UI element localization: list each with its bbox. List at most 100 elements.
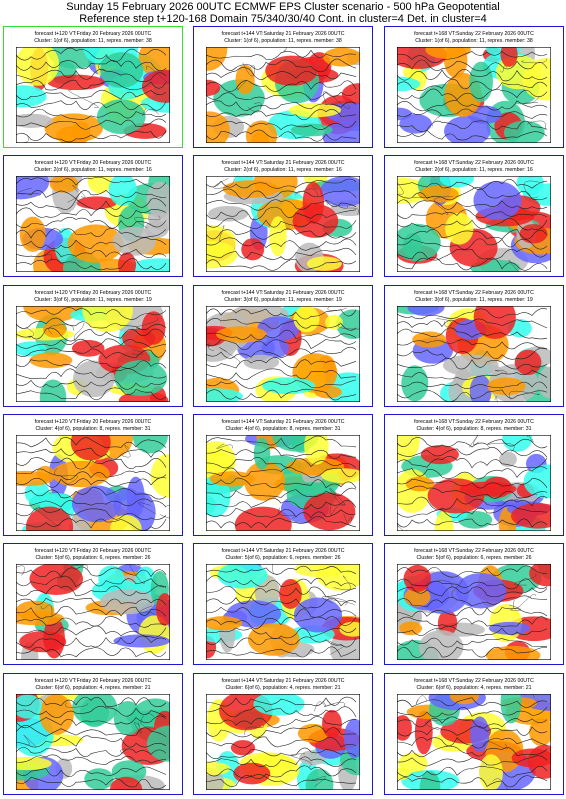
anomaly-area: [443, 354, 499, 377]
anomaly-area: [155, 593, 170, 626]
contour-line: [397, 616, 548, 627]
contour-line: [397, 187, 548, 201]
map-layer: [16, 694, 170, 790]
anomaly-area: [233, 762, 271, 785]
contour-line: [206, 747, 357, 760]
contour-line: [397, 129, 548, 141]
contour-line: [16, 487, 167, 500]
coastline: [134, 215, 161, 229]
contour-line: [397, 565, 548, 578]
coastline: [131, 348, 144, 355]
contour-line: [16, 207, 167, 219]
coastline: [527, 435, 534, 443]
coastline: [527, 120, 546, 131]
contour-line: [206, 596, 357, 609]
map: [206, 176, 360, 272]
contour-line: [397, 78, 548, 92]
contour-line: [16, 89, 167, 101]
map-layer: [16, 564, 170, 660]
map-panel: forecast t+120 VT:Friday 20 February 202…: [3, 285, 183, 407]
anomaly-area: [49, 176, 79, 193]
anomaly-area: [251, 131, 270, 143]
anomaly-area: [16, 756, 52, 771]
anomaly-area: [292, 204, 339, 238]
anomaly-area: [323, 47, 360, 67]
contour-line: [206, 736, 357, 749]
map: [397, 564, 551, 660]
contour-line: [206, 258, 357, 271]
contour-line: [206, 765, 357, 780]
contour-line: [16, 307, 167, 320]
anomaly-area: [29, 564, 84, 595]
anomaly-area: [16, 47, 60, 86]
anomaly-area: [234, 506, 292, 531]
contour-line: [397, 381, 548, 389]
contour-line: [397, 626, 548, 637]
map-layer: [397, 47, 551, 143]
forecast-label: forecast t+144 VT:Saturday 21 February 2…: [221, 31, 345, 37]
contour-line: [16, 258, 167, 271]
contour-line: [16, 715, 167, 729]
cluster-label: Cluster: 6(of 6), population: 4, repres.…: [35, 685, 151, 691]
coastline: [136, 317, 158, 330]
contour-line: [397, 357, 548, 370]
contour-line: [206, 346, 357, 359]
anomaly-area: [82, 306, 133, 332]
anomaly-area: [399, 621, 423, 636]
coastline: [325, 200, 348, 209]
anomaly-area: [445, 212, 474, 245]
coastline: [244, 724, 265, 735]
contour-line: [397, 238, 548, 250]
contour-line: [16, 338, 167, 349]
contour-line: [206, 109, 357, 121]
forecast-label: forecast t+168 VT:Sunday 22 February 202…: [414, 290, 534, 296]
anomaly-area: [114, 360, 168, 396]
anomaly-area: [19, 216, 46, 252]
contour-line: [206, 308, 357, 320]
anomaly-area: [321, 468, 360, 484]
map-frame: [16, 306, 170, 402]
contour-line: [397, 347, 548, 360]
coastline: [48, 324, 74, 335]
anomaly-area: [96, 99, 146, 135]
contour-line: [397, 646, 548, 658]
map-layer: [206, 176, 360, 272]
contour-line: [397, 466, 548, 480]
coastline: [397, 525, 408, 531]
contour-line: [206, 497, 357, 510]
contour-line: [397, 595, 548, 608]
contour-line: [397, 248, 548, 261]
cluster-label: Cluster: 3(of 6), population: 11, repres…: [415, 297, 533, 303]
contour-line: [397, 327, 548, 340]
anomaly-area: [206, 762, 231, 776]
contour-line: [397, 504, 548, 518]
contour-line: [206, 636, 357, 649]
coastline: [142, 107, 160, 116]
anomaly-area: [499, 451, 517, 467]
anomaly-area: [288, 102, 342, 118]
map: [397, 47, 551, 143]
contour-line: [16, 216, 167, 229]
anomaly-area: [473, 181, 522, 220]
anomaly-area: [303, 492, 356, 531]
coastline: [213, 178, 235, 189]
forecast-label: forecast t+168 VT:Sunday 22 February 202…: [414, 419, 534, 425]
forecast-label: forecast t+144 VT:Saturday 21 February 2…: [221, 678, 345, 684]
anomaly-area: [262, 377, 316, 395]
contour-line: [206, 716, 357, 729]
contour-line: [16, 776, 167, 790]
contour-line: [16, 60, 167, 72]
map: [397, 694, 551, 790]
cluster-label: Cluster: 6(of 6), population: 4, repres.…: [416, 685, 532, 691]
contour-line: [206, 247, 357, 261]
contour-line: [16, 237, 167, 250]
cluster-label: Cluster: 3(of 6), population: 11, repres…: [34, 297, 152, 303]
coastline: [70, 564, 89, 570]
map-frame: [397, 47, 551, 143]
contour-line: [397, 586, 548, 598]
anomaly-area: [111, 760, 147, 784]
map-panel: forecast t+168 VT:Sunday 22 February 202…: [384, 285, 564, 407]
anomaly-area: [222, 180, 280, 198]
map-panel: forecast t+120 VT:Friday 20 February 202…: [3, 673, 183, 795]
contour-line: [16, 447, 167, 460]
